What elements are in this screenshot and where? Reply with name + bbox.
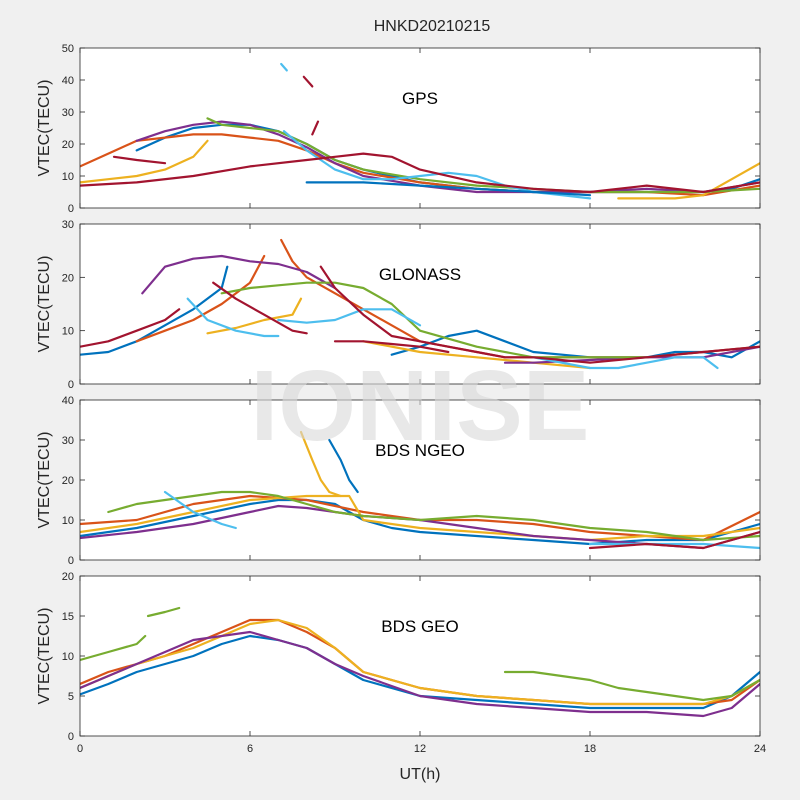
x-tick-label: 6 xyxy=(247,743,253,755)
x-tick-label: 0 xyxy=(77,743,83,755)
y-tick-label: 20 xyxy=(62,475,74,487)
y-tick-label: 20 xyxy=(62,272,74,284)
y-tick-label: 30 xyxy=(62,107,74,119)
series-line-4 xyxy=(299,430,342,498)
series-line-4 xyxy=(206,297,303,335)
x-tick-label: 24 xyxy=(754,743,766,755)
series-line-12 xyxy=(305,181,592,197)
series-line-13 xyxy=(212,281,308,335)
y-tick-label: 0 xyxy=(68,731,74,743)
series-line-7 xyxy=(163,490,237,530)
series-line-6 xyxy=(141,254,337,295)
panel-3: 0 6 12 18 24 0 5 10 15 20 VTEC(TECU) BDS GEO xyxy=(36,571,766,755)
series-line-3 xyxy=(80,630,760,718)
series-line-9 xyxy=(186,297,280,338)
y-tick-label: 30 xyxy=(62,435,74,447)
panel-2: 0 10 20 30 40 VTEC(TECU) BDS NGEO xyxy=(36,395,761,567)
series-line-4 xyxy=(80,634,147,662)
y-tick-label: 20 xyxy=(62,139,74,151)
series-line-7 xyxy=(503,345,760,364)
y-tick-label: 10 xyxy=(62,171,74,183)
panel-label: GLONASS xyxy=(379,265,461,284)
panel-label: BDS NGEO xyxy=(375,441,465,460)
series-group xyxy=(80,62,760,200)
series-line-10 xyxy=(277,308,422,327)
x-axis-label: UT(h) xyxy=(400,766,441,783)
series-line-14 xyxy=(319,265,760,364)
series-line-11 xyxy=(311,120,320,136)
y-axis-label: VTEC(TECU) xyxy=(36,256,53,353)
y-tick-label: 0 xyxy=(68,379,74,391)
series-line-2 xyxy=(80,618,760,706)
watermark-text: IONISE xyxy=(251,350,590,462)
y-tick-label: 40 xyxy=(62,75,74,87)
series-line-6 xyxy=(503,670,760,702)
series-line-11 xyxy=(532,356,719,370)
series-line-5 xyxy=(362,340,592,370)
series-line-7 xyxy=(280,62,288,72)
series-line-9 xyxy=(588,530,760,550)
series-group xyxy=(80,606,760,718)
y-tick-label: 5 xyxy=(68,691,74,703)
series-line-5 xyxy=(146,606,181,618)
y-tick-label: 15 xyxy=(62,611,74,623)
y-tick-label: 10 xyxy=(62,326,74,338)
series-line-6 xyxy=(107,490,760,542)
y-tick-label: 20 xyxy=(62,571,74,583)
series-line-8 xyxy=(80,152,760,194)
series-line-4 xyxy=(135,120,760,194)
series-line-3 xyxy=(80,494,760,542)
series-line-9 xyxy=(112,155,167,165)
y-tick-label: 0 xyxy=(68,555,74,567)
series-line-15 xyxy=(333,340,450,354)
series-line-5 xyxy=(206,117,760,194)
figure-title: HNKD20210215 xyxy=(374,18,491,35)
series-group xyxy=(80,238,760,370)
series-line-12 xyxy=(80,308,181,348)
y-axis-label: VTEC(TECU) xyxy=(36,80,53,177)
series-line-10 xyxy=(302,75,314,88)
series-group xyxy=(80,430,760,550)
y-tick-label: 30 xyxy=(62,219,74,231)
series-line-1 xyxy=(328,438,359,494)
panel-0: 0 10 20 30 40 50 VTEC(TECU) GPS xyxy=(36,43,761,215)
series-line-3 xyxy=(135,254,266,343)
x-tick-label: 12 xyxy=(414,743,426,755)
plot-area xyxy=(80,400,760,560)
panel-1: 0 10 20 30 VTEC(TECU) GLONASS xyxy=(36,219,761,391)
y-axis-label: VTEC(TECU) xyxy=(36,608,53,705)
panel-label: GPS xyxy=(402,89,438,108)
y-tick-label: 50 xyxy=(62,43,74,55)
series-line-3 xyxy=(617,162,760,200)
series-line-2 xyxy=(80,139,209,184)
y-tick-label: 40 xyxy=(62,395,74,407)
y-tick-label: 0 xyxy=(68,203,74,215)
y-tick-label: 10 xyxy=(62,651,74,663)
y-axis-label: VTEC(TECU) xyxy=(36,432,53,529)
y-tick-label: 10 xyxy=(62,515,74,527)
panel-label: BDS GEO xyxy=(381,617,458,636)
x-tick-label: 18 xyxy=(584,743,596,755)
series-line-8 xyxy=(588,542,760,550)
